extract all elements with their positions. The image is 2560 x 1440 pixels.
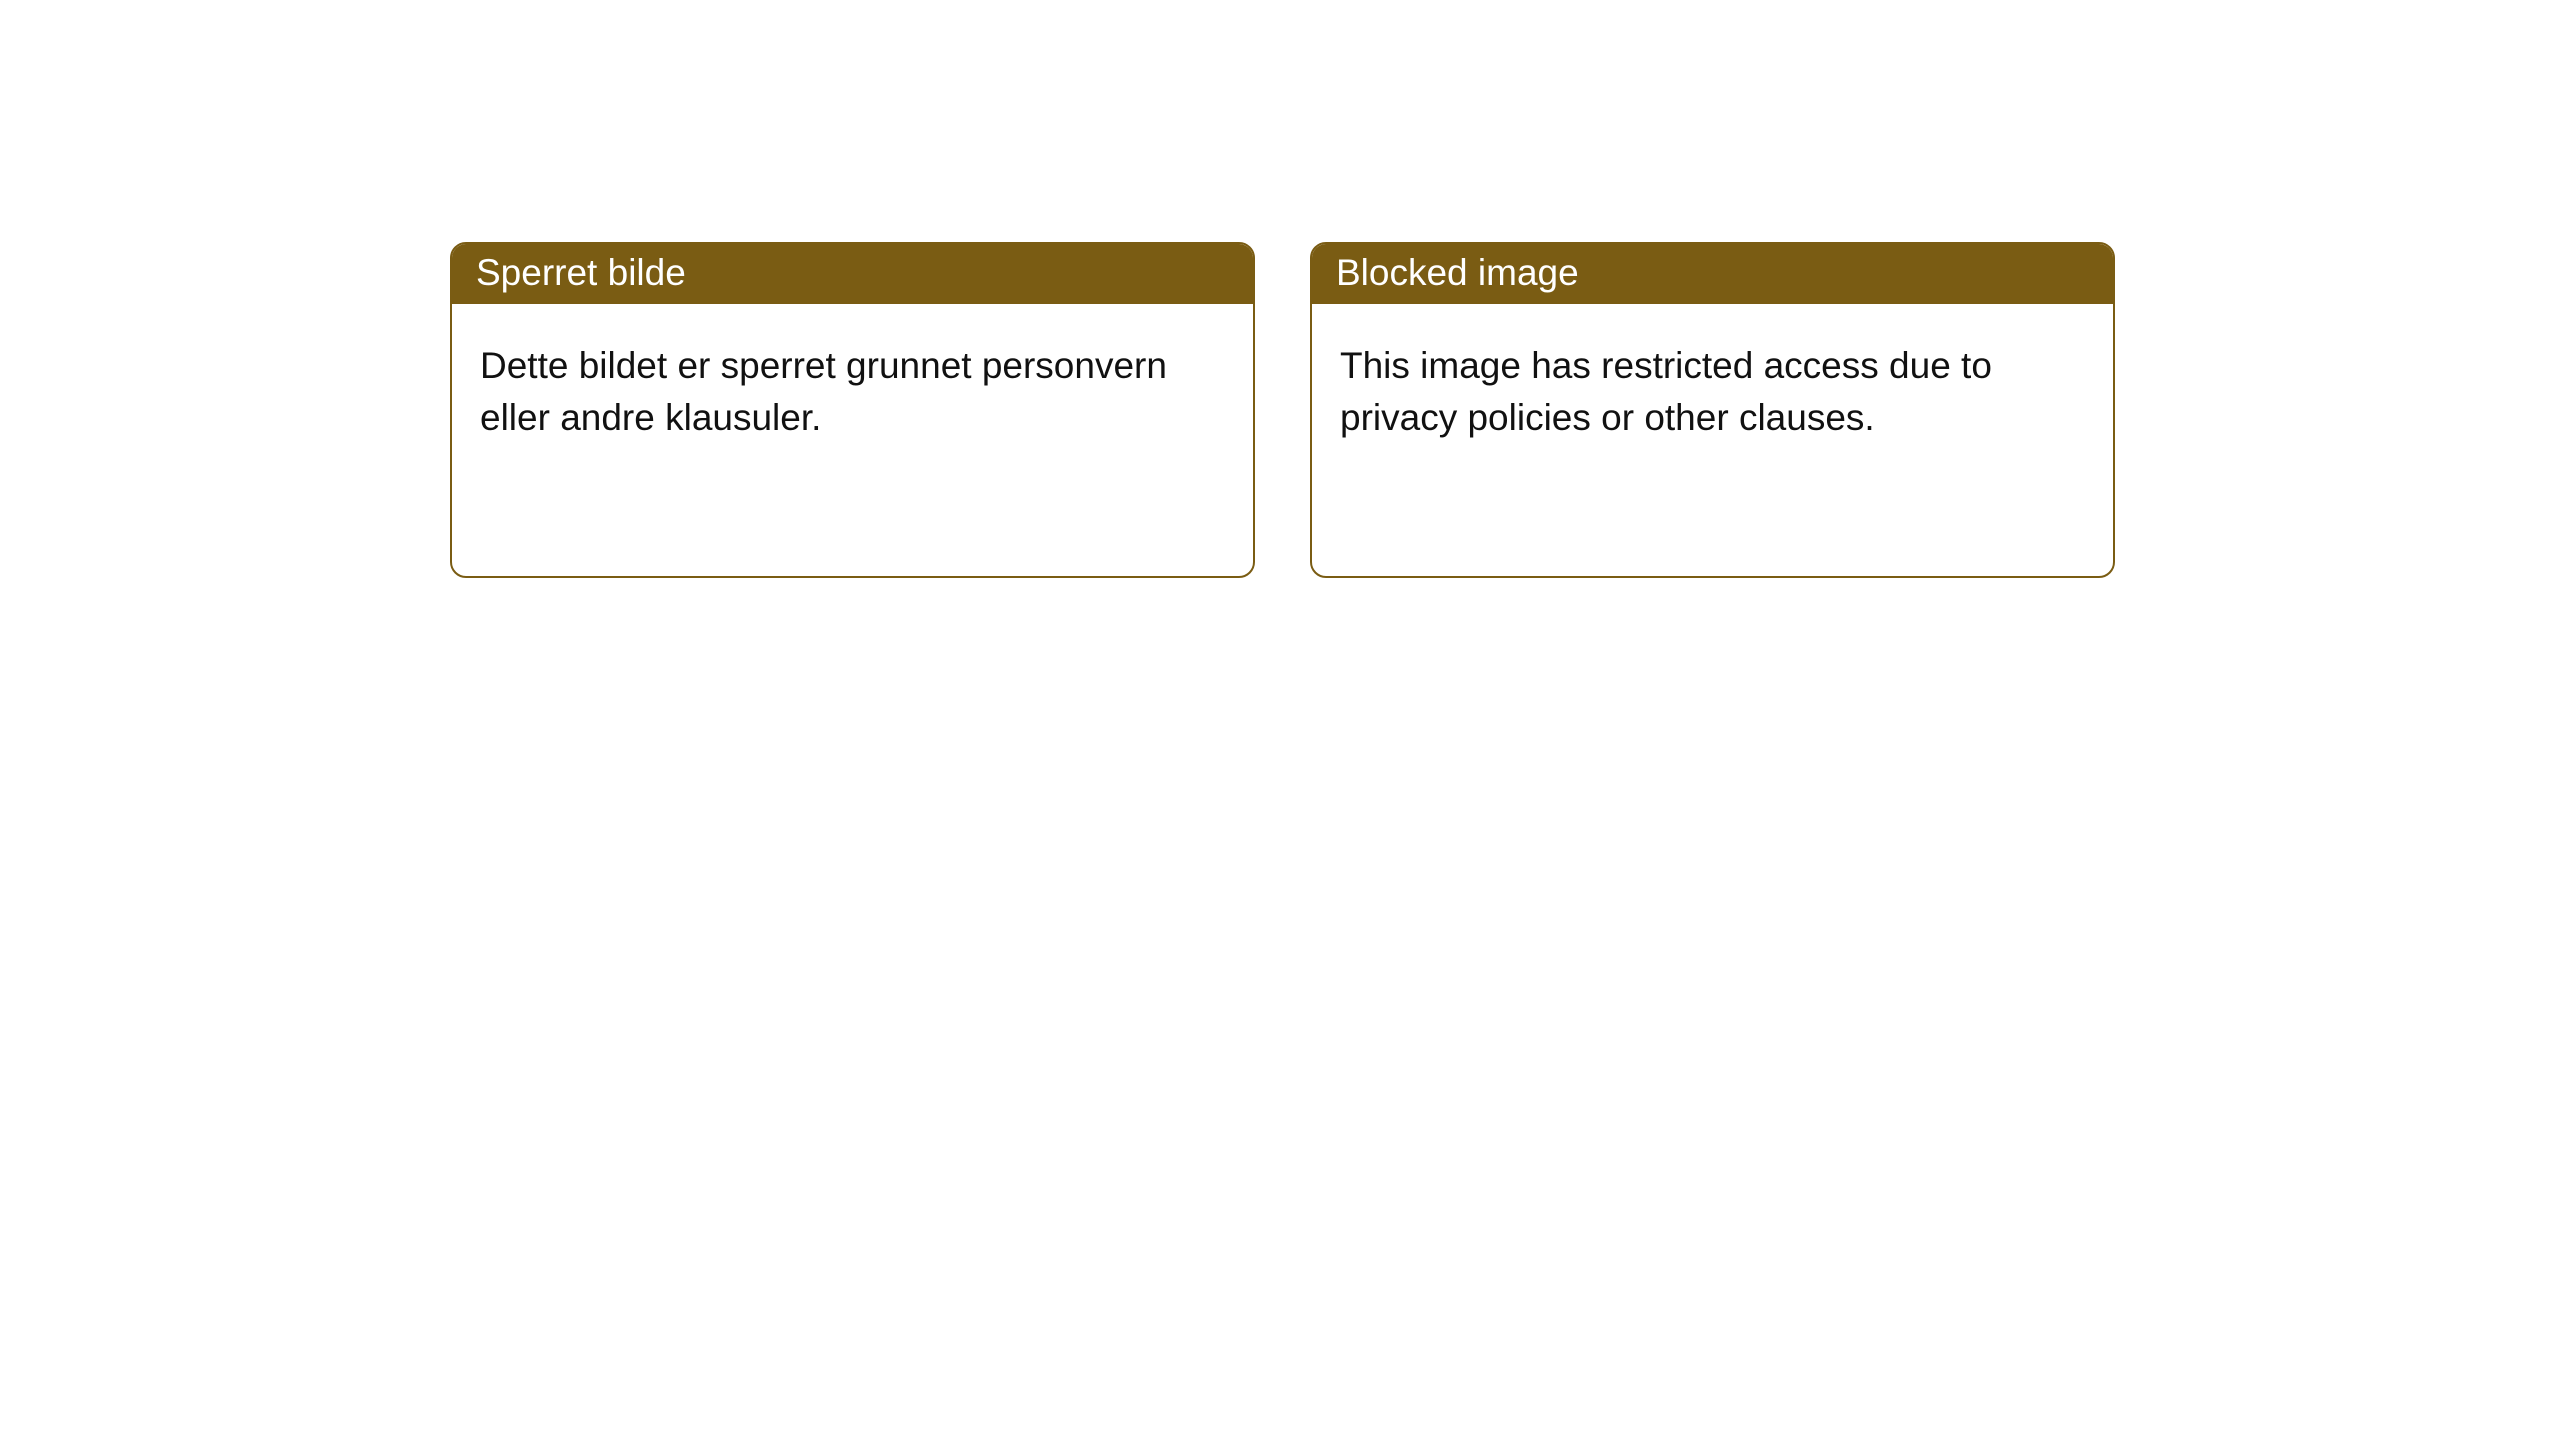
notice-body: Dette bildet er sperret grunnet personve…: [452, 304, 1253, 472]
notice-header: Blocked image: [1312, 244, 2113, 304]
notice-container: Sperret bilde Dette bildet er sperret gr…: [0, 0, 2560, 578]
notice-body: This image has restricted access due to …: [1312, 304, 2113, 472]
notice-card-norwegian: Sperret bilde Dette bildet er sperret gr…: [450, 242, 1255, 578]
notice-header: Sperret bilde: [452, 244, 1253, 304]
notice-card-english: Blocked image This image has restricted …: [1310, 242, 2115, 578]
